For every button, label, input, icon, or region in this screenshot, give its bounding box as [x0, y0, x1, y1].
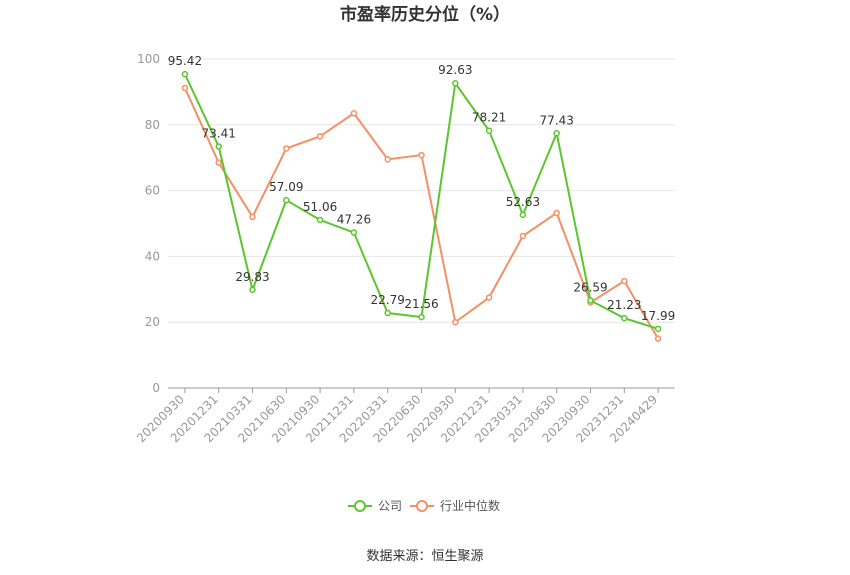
data-point[interactable] — [418, 151, 425, 159]
x-axis: 2020093020201231202103312021063020210930… — [134, 387, 675, 445]
data-point[interactable] — [485, 127, 493, 134]
y-axis: 0 20 40 60 80 100 — [137, 52, 160, 395]
data-label: 47.26 — [337, 213, 371, 227]
data-label: 52.63 — [506, 195, 540, 209]
data-label: 57.09 — [269, 180, 303, 194]
data-point[interactable] — [350, 229, 358, 236]
data-point[interactable] — [485, 294, 493, 301]
data-label: 51.06 — [303, 200, 337, 214]
data-point[interactable] — [283, 145, 290, 152]
data-point[interactable] — [452, 318, 459, 326]
grid-lines — [168, 58, 675, 323]
data-point[interactable] — [316, 133, 324, 140]
legend[interactable]: 公司 行业中位数 — [348, 498, 500, 513]
legend-label: 行业中位数 — [440, 498, 500, 513]
y-tick-label: 0 — [152, 381, 160, 395]
data-point[interactable] — [215, 159, 222, 166]
data-point[interactable] — [553, 130, 560, 137]
data-point[interactable] — [181, 70, 189, 78]
data-point[interactable] — [350, 110, 358, 117]
data-point[interactable] — [654, 325, 662, 333]
y-tick-label: 20 — [145, 315, 160, 329]
legend-item-company[interactable]: 公司 — [348, 499, 402, 513]
data-point[interactable] — [587, 297, 594, 304]
data-point[interactable] — [621, 277, 628, 285]
data-point[interactable] — [452, 79, 459, 87]
data-point[interactable] — [519, 211, 527, 219]
data-point[interactable] — [249, 213, 256, 221]
data-point[interactable] — [283, 196, 290, 204]
data-point[interactable] — [181, 84, 189, 92]
data-point[interactable] — [384, 156, 391, 163]
y-tick-label: 60 — [145, 184, 160, 198]
data-label: 26.59 — [573, 281, 607, 295]
data-label: 92.63 — [438, 63, 472, 77]
data-point[interactable] — [553, 209, 560, 217]
legend-marker-icon — [416, 500, 428, 512]
data-point[interactable] — [654, 335, 662, 342]
data-point[interactable] — [215, 143, 222, 150]
data-label: 22.79 — [371, 293, 405, 307]
legend-item-industry-median[interactable]: 行业中位数 — [410, 498, 500, 513]
data-label: 95.42 — [168, 54, 202, 68]
data-label: 17.99 — [641, 309, 675, 323]
data-point[interactable] — [384, 309, 391, 317]
y-tick-label: 100 — [137, 52, 160, 66]
data-label: 73.41 — [202, 126, 236, 140]
y-tick-label: 80 — [145, 118, 160, 132]
chart-title: 市盈率历史分位（%） — [340, 4, 510, 25]
data-label: 77.43 — [540, 113, 574, 127]
data-point[interactable] — [316, 216, 324, 224]
data-point[interactable] — [418, 313, 425, 321]
data-label: 21.23 — [607, 298, 641, 312]
data-point[interactable] — [249, 286, 256, 294]
data-point[interactable] — [519, 232, 527, 240]
legend-marker-icon — [354, 500, 366, 512]
data-label: 78.21 — [472, 111, 506, 125]
data-point[interactable] — [621, 314, 628, 322]
data-source: 数据来源：恒生聚源 — [366, 549, 483, 564]
data-label: 29.83 — [235, 270, 269, 284]
y-tick-label: 40 — [145, 249, 160, 263]
legend-label: 公司 — [378, 499, 402, 513]
data-label: 21.56 — [404, 297, 438, 311]
